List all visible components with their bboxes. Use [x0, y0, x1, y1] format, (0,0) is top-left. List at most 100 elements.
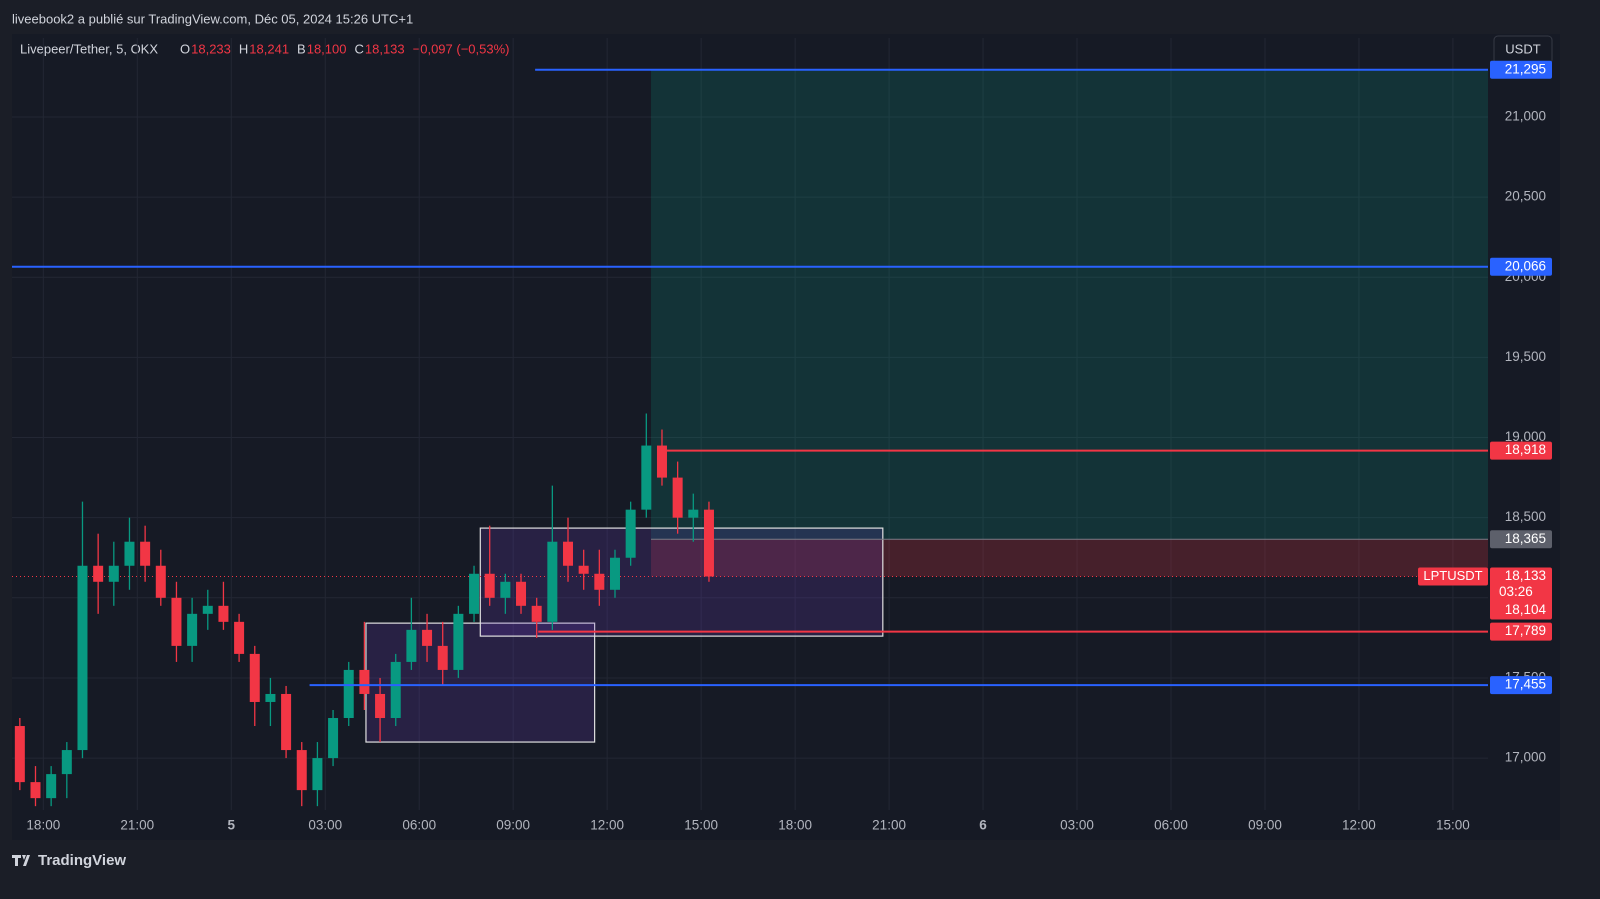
x-tick-label: 15:00	[684, 818, 718, 833]
x-tick-label: 18:00	[26, 818, 60, 833]
candle-body	[500, 581, 511, 598]
level-tag: 17,789	[1505, 623, 1546, 638]
level-tag: 17,455	[1505, 677, 1546, 692]
y-tick-label: 19,000	[1505, 429, 1546, 444]
candle-body	[312, 758, 323, 791]
level-tag: 21,295	[1505, 61, 1546, 76]
candle-body	[359, 669, 370, 694]
candle-body	[218, 605, 229, 622]
x-tick-label: 21:00	[872, 818, 906, 833]
level-tag: 20,066	[1505, 258, 1546, 273]
candle-body	[30, 782, 41, 799]
candle-body	[77, 565, 88, 751]
level-tag-bg	[1490, 60, 1552, 79]
legend-key: B	[297, 41, 306, 56]
legend-key: H	[239, 41, 248, 56]
y-tick-label: 18,500	[1505, 509, 1546, 524]
y-tick-label: 20,500	[1505, 189, 1546, 204]
legend-change: −0,097 (−0,53%)	[413, 41, 510, 56]
legend-value: 18,100	[307, 41, 347, 56]
candle-body	[124, 541, 135, 566]
entry-tag: 18,365	[1505, 531, 1546, 546]
countdown: 03:26	[1499, 584, 1533, 599]
candle-body	[453, 613, 464, 670]
zone-box	[365, 622, 596, 743]
candle-body	[390, 661, 401, 719]
candle-body	[516, 581, 527, 606]
legend-value: 18,233	[191, 41, 231, 56]
candle-body	[563, 541, 574, 566]
x-tick-label: 09:00	[1248, 818, 1282, 833]
candle-body	[547, 541, 558, 622]
candle-body	[108, 565, 119, 582]
candle-body	[343, 669, 354, 719]
candle-body	[375, 693, 386, 719]
candle-body	[469, 573, 480, 614]
position-zone	[651, 539, 1488, 577]
legend-value: 18,241	[249, 41, 289, 56]
publisher: liveebook2 a publié sur TradingView.com,…	[12, 11, 413, 26]
candle-body	[281, 693, 292, 751]
x-tick-label: 03:00	[1060, 818, 1094, 833]
x-tick-label: 15:00	[1436, 818, 1470, 833]
candle-body	[187, 613, 198, 646]
x-tick-label: 5	[228, 818, 236, 833]
x-tick-label: 09:00	[496, 818, 530, 833]
x-tick-label: 12:00	[590, 818, 624, 833]
position-zone	[651, 69, 1488, 540]
last-price-tag-bg	[1490, 567, 1552, 620]
x-tick-label: 03:00	[308, 818, 342, 833]
bid-tag: 18,104	[1505, 602, 1547, 617]
level-tag-bg	[1490, 676, 1552, 695]
level-tag-bg	[1490, 622, 1552, 641]
candle-body	[422, 629, 433, 646]
candle-body	[703, 509, 714, 577]
candle-body	[688, 509, 699, 518]
level-tag-bg	[1490, 441, 1552, 460]
candle-body	[265, 693, 276, 702]
candle-body	[61, 750, 72, 775]
x-tick-label: 6	[979, 818, 987, 833]
x-tick-label: 12:00	[1342, 818, 1376, 833]
candle-body	[249, 653, 260, 702]
x-tick-label: 21:00	[120, 818, 154, 833]
candle-body	[234, 621, 245, 654]
candle-body	[672, 477, 683, 518]
y-tick-label: 19,500	[1505, 349, 1546, 364]
currency[interactable]: USDT	[1505, 41, 1540, 56]
symbol-tag: LPTUSDT	[1423, 568, 1482, 583]
symbol: Livepeer/Tether, 5, OKX	[20, 41, 158, 56]
y-tick-label: 17,000	[1505, 750, 1546, 765]
x-tick-label: 06:00	[402, 818, 436, 833]
candle-body	[296, 750, 307, 791]
level-tag: 18,918	[1505, 442, 1546, 457]
brand: TradingView	[38, 852, 126, 869]
legend-value: 18,133	[365, 41, 405, 56]
candle-body	[625, 509, 636, 558]
legend-key: O	[180, 41, 190, 56]
candle-body	[406, 629, 417, 662]
candle-body	[531, 605, 542, 622]
candle-body	[202, 605, 213, 614]
brand-logo	[12, 855, 30, 866]
level-tag-bg	[1490, 257, 1552, 276]
x-tick-label: 18:00	[778, 818, 812, 833]
candle-body	[171, 597, 182, 646]
candle-body	[641, 445, 652, 510]
candle-body	[155, 565, 166, 598]
entry-tag-bg	[1490, 530, 1552, 549]
legend-key: C	[354, 41, 363, 56]
y-tick-label: 21,000	[1505, 109, 1546, 124]
candle-body	[328, 718, 339, 759]
candle-body	[437, 645, 448, 670]
candle-body	[578, 565, 589, 574]
candle-body	[484, 573, 495, 598]
symbol-tag-bg	[1418, 567, 1488, 586]
candle-body	[140, 541, 151, 566]
candle-body	[656, 445, 667, 478]
candle-body	[594, 573, 605, 590]
candle-body	[46, 774, 57, 799]
candle-body	[93, 565, 104, 582]
